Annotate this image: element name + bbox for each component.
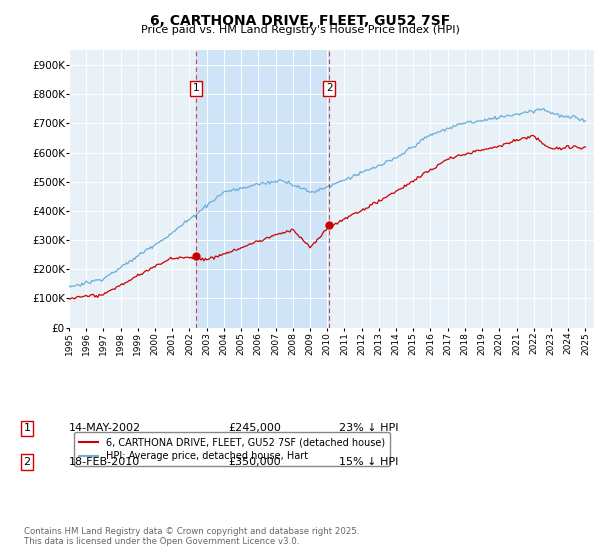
Text: 1: 1 [23, 423, 31, 433]
Text: 2: 2 [23, 457, 31, 467]
Text: 14-MAY-2002: 14-MAY-2002 [69, 423, 141, 433]
Text: 2: 2 [326, 83, 332, 94]
Text: 6, CARTHONA DRIVE, FLEET, GU52 7SF: 6, CARTHONA DRIVE, FLEET, GU52 7SF [150, 14, 450, 28]
Text: 1: 1 [193, 83, 199, 94]
Text: Price paid vs. HM Land Registry's House Price Index (HPI): Price paid vs. HM Land Registry's House … [140, 25, 460, 35]
Text: £350,000: £350,000 [228, 457, 281, 467]
Text: 15% ↓ HPI: 15% ↓ HPI [339, 457, 398, 467]
Bar [196, 50, 329, 328]
Text: £245,000: £245,000 [228, 423, 281, 433]
Text: Contains HM Land Registry data © Crown copyright and database right 2025.
This d: Contains HM Land Registry data © Crown c… [24, 526, 359, 546]
Text: 23% ↓ HPI: 23% ↓ HPI [339, 423, 398, 433]
Legend: 6, CARTHONA DRIVE, FLEET, GU52 7SF (detached house), HPI: Average price, detache: 6, CARTHONA DRIVE, FLEET, GU52 7SF (deta… [74, 432, 390, 466]
Text: 18-FEB-2010: 18-FEB-2010 [69, 457, 140, 467]
